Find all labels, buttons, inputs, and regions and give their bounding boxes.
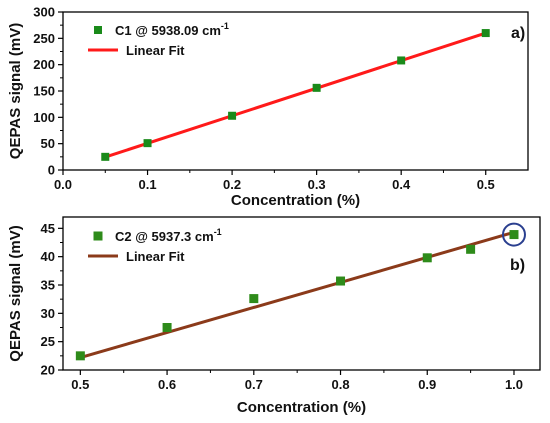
chart-a-y-tick-label: 150	[33, 84, 55, 99]
chart-b-y-tick-label: 30	[41, 306, 55, 321]
chart-a-fit-line	[104, 31, 487, 159]
chart-a-x-tick-label: 0.0	[54, 177, 72, 192]
chart-b-data-point	[509, 230, 519, 240]
chart-a-x-axis-label: Concentration (%)	[231, 192, 360, 209]
chart-b-x-tick-label: 0.6	[158, 377, 176, 392]
chart-a-data-point	[228, 111, 237, 120]
chart-b-data-point	[249, 294, 259, 304]
chart-b-panel-label: b)	[510, 257, 525, 274]
chart-b-fit-line	[79, 230, 515, 359]
chart-a-x-tick-label: 0.4	[392, 177, 411, 192]
chart-a-legend-label-data: C1 @ 5938.09 cm-1	[115, 21, 229, 38]
chart-b-data-point	[466, 244, 476, 254]
chart-b-y-tick-label: 45	[41, 221, 55, 236]
chart-b-data-point	[336, 276, 346, 286]
chart-a-x-tick-label: 0.3	[308, 177, 326, 192]
chart-a-panel-label: a)	[511, 25, 525, 42]
chart-a-x-tick-label: 0.1	[139, 177, 157, 192]
chart-a-y-tick-label: 50	[41, 136, 55, 151]
chart-a-data-point	[143, 139, 152, 148]
chart-b-x-tick-label: 0.7	[245, 377, 263, 392]
chart-b-y-axis-label: QEPAS signal (mV)	[7, 225, 24, 361]
chart-b-y-tick-label: 25	[41, 334, 55, 349]
chart-b-data-point	[162, 323, 172, 332]
chart-a-y-axis-label: QEPAS signal (mV)	[7, 23, 24, 159]
chart-b-highlight-circle	[501, 222, 526, 247]
chart-b-data-point	[422, 253, 432, 263]
chart-a-data-point	[397, 56, 406, 65]
chart-a-y-tick-label: 200	[33, 57, 55, 72]
chart-b-legend-marker	[93, 231, 103, 241]
chart-a-x-tick-label: 0.5	[477, 177, 495, 192]
chart-b-x-tick-label: 1.0	[505, 377, 523, 392]
chart-b-x-tick-label: 0.9	[418, 377, 436, 392]
chart-a-legend-label-fit: Linear Fit	[126, 43, 185, 58]
chart-a-legend-superscript: -1	[221, 21, 229, 31]
chart-b-legend-label-fit: Linear Fit	[126, 249, 185, 264]
chart-a-data-point	[101, 152, 110, 161]
chart-a-x-tick-label: 0.2	[223, 177, 241, 192]
chart-b-legend-superscript: -1	[214, 227, 222, 237]
chart-a-legend-marker	[94, 26, 102, 34]
chart-b-legend-label-data: C2 @ 5937.3 cm-1	[115, 227, 222, 244]
chart-a-y-tick-label: 250	[33, 31, 55, 46]
chart-b-y-tick-label: 20	[41, 363, 55, 378]
chart-b-y-tick-label: 35	[41, 278, 55, 293]
chart-a-y-tick-label: 100	[33, 110, 55, 125]
chart-b-x-tick-label: 0.5	[71, 377, 89, 392]
chart-b-x-tick-label: 0.8	[331, 377, 349, 392]
chart-b: 0.5 0.6 0.7 0.8 0.9 1.0 20 25 30 35 40 45 Concentrat…	[7, 216, 541, 416]
chart-a-data-point	[481, 29, 490, 38]
chart-b-y-tick-label: 40	[41, 249, 55, 264]
chart-b-data-point	[75, 351, 85, 361]
chart-b-plot-frame	[62, 216, 541, 371]
chart-a-y-tick-label: 0	[48, 163, 55, 178]
chart-a-data-point	[312, 83, 321, 92]
chart-a-y-tick-label: 300	[33, 5, 55, 20]
chart-b-x-axis-label: Concentration (%)	[237, 399, 366, 416]
chart-a: 0.0 0.1 0.2 0.3 0.4 0.5 0 50 100 150 200 250 300 Conc…	[7, 5, 529, 209]
